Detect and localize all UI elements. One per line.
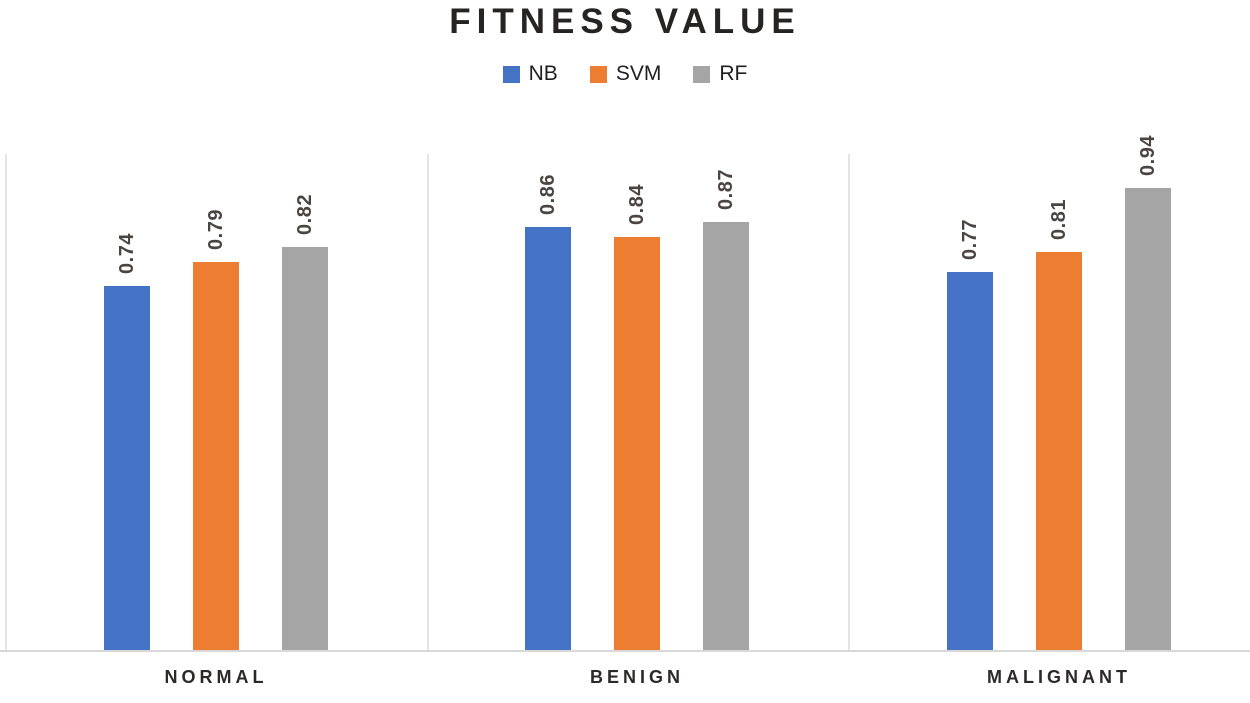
bar-wrap-nb-normal: 0.74 (103, 233, 150, 652)
bar-svm-normal (192, 262, 239, 652)
bar-wrap-svm-malignant: 0.81 (1035, 199, 1082, 652)
legend: NB SVM RF (0, 62, 1250, 86)
bar-wrap-rf-benign: 0.87 (703, 169, 750, 652)
bar-nb-malignant (946, 272, 993, 652)
data-label-rf-normal: 0.82 (293, 194, 316, 235)
bar-wrap-rf-malignant: 0.94 (1124, 135, 1171, 652)
legend-item-rf: RF (693, 62, 747, 86)
bar-nb-normal (103, 286, 150, 652)
x-axis-line (0, 650, 1250, 652)
bar-svm-benign (614, 237, 661, 652)
legend-label-nb: NB (528, 62, 558, 85)
category-label-benign: BENIGN (589, 667, 684, 687)
category-gridline (848, 154, 850, 652)
category-gridline (5, 154, 7, 652)
bar-rf-normal (281, 247, 328, 652)
bar-nb-benign (525, 227, 572, 652)
category-label-normal: NORMAL (164, 667, 268, 687)
bar-wrap-rf-normal: 0.82 (281, 194, 328, 652)
data-label-rf-malignant: 0.94 (1136, 135, 1159, 176)
bar-rf-malignant (1124, 188, 1171, 652)
legend-swatch-svm-icon (589, 65, 607, 83)
legend-swatch-rf-icon (693, 65, 711, 83)
category-gridline (427, 154, 429, 652)
data-label-svm-malignant: 0.81 (1047, 199, 1070, 240)
category-label-malignant: MALIGNANT (987, 667, 1131, 687)
bar-svm-malignant (1035, 252, 1082, 652)
bar-group-normal: 0.74 0.79 0.82 (5, 150, 427, 652)
bar-group-malignant: 0.77 0.81 0.94 (848, 135, 1250, 652)
bar-wrap-svm-normal: 0.79 (192, 209, 239, 652)
bar-group-benign: 0.86 0.84 0.87 (427, 150, 849, 652)
bar-rf-benign (703, 222, 750, 652)
bar-wrap-svm-benign: 0.84 (614, 184, 661, 652)
bar-wrap-nb-malignant: 0.77 (946, 219, 993, 652)
data-label-svm-normal: 0.79 (204, 209, 227, 250)
bar-wrap-nb-benign: 0.86 (525, 174, 572, 652)
legend-label-rf: RF (719, 62, 748, 85)
plot-area: 0.74 0.79 0.82 0.86 0.84 0.87 0.77 0.81 0.94 (5, 135, 1250, 652)
legend-swatch-nb-icon (502, 65, 520, 83)
legend-item-svm: SVM (589, 62, 662, 86)
legend-item-nb: NB (502, 62, 558, 86)
legend-label-svm: SVM (615, 62, 662, 85)
data-label-nb-normal: 0.74 (115, 233, 138, 274)
data-label-nb-benign: 0.86 (537, 174, 560, 215)
data-label-rf-benign: 0.87 (715, 169, 738, 210)
chart-title: FITNESS VALUE (449, 2, 801, 41)
data-label-nb-malignant: 0.77 (958, 219, 981, 260)
data-label-svm-benign: 0.84 (626, 184, 649, 225)
